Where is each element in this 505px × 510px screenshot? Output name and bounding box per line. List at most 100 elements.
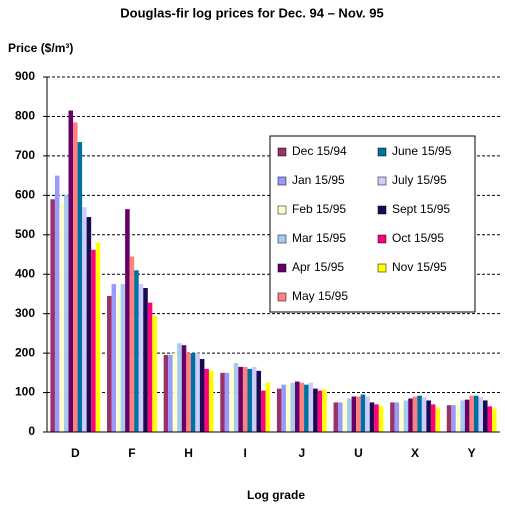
x-tick-label: H: [184, 446, 193, 460]
bar: [204, 368, 209, 432]
bar: [460, 400, 465, 432]
bar: [365, 396, 370, 432]
legend: [269, 135, 476, 313]
bar: [247, 368, 252, 432]
bar: [426, 400, 431, 432]
bar: [390, 402, 395, 432]
bar: [304, 384, 309, 432]
bar: [313, 388, 318, 432]
bar: [224, 372, 230, 432]
legend-swatch: [377, 205, 387, 215]
bar: [107, 295, 112, 432]
bar: [261, 390, 266, 432]
bar: [238, 366, 243, 432]
y-tick-label: 100: [15, 385, 35, 399]
bar: [190, 353, 196, 432]
bar: [233, 362, 239, 432]
bar: [68, 110, 74, 433]
x-axis-label: Log grade: [247, 488, 305, 502]
bar: [394, 402, 400, 432]
y-tick-label: 700: [15, 148, 35, 162]
bar: [455, 404, 461, 432]
y-tick-label: 0: [28, 424, 35, 438]
x-tick-label: X: [411, 446, 419, 460]
bar: [317, 390, 323, 432]
legend-swatch: [277, 176, 287, 186]
bar: [59, 203, 64, 432]
bar: [199, 359, 205, 432]
y-tick-label: 900: [15, 69, 35, 83]
bar: [322, 389, 327, 432]
bar: [451, 405, 456, 432]
legend-swatch: [377, 234, 387, 244]
legend-swatch: [277, 263, 287, 273]
bar: [369, 402, 375, 432]
bar: [265, 382, 271, 432]
bar: [111, 284, 117, 432]
bar: [120, 284, 126, 432]
bar: [95, 242, 101, 432]
legend-swatch: [277, 147, 287, 157]
legend-label: Dec 15/94: [292, 144, 347, 158]
x-tick-label: I: [244, 446, 247, 460]
bar: [360, 394, 366, 432]
bar: [492, 408, 497, 432]
bar: [430, 404, 436, 432]
bar: [421, 397, 427, 432]
bar: [403, 400, 409, 432]
bar: [91, 249, 96, 432]
bar: [446, 405, 452, 432]
bar: [82, 207, 87, 432]
legend-label: June 15/95: [392, 144, 452, 158]
bar: [152, 315, 157, 432]
bar: [251, 366, 257, 432]
legend-label: May 15/95: [292, 289, 348, 303]
legend-label: Jan 15/95: [292, 173, 345, 187]
legend-label: July 15/95: [392, 173, 447, 187]
bar: [186, 353, 191, 432]
bar: [469, 395, 474, 432]
bar: [333, 402, 339, 432]
bar: [285, 384, 291, 432]
legend-label: Feb 15/95: [292, 202, 346, 216]
x-tick-label: U: [354, 446, 363, 460]
legend-swatch: [277, 205, 287, 215]
bar: [374, 404, 379, 432]
y-tick-label: 800: [15, 109, 35, 123]
bar: [195, 353, 200, 432]
bar: [417, 395, 422, 432]
bar: [256, 370, 262, 432]
x-tick-label: F: [128, 446, 135, 460]
bar: [473, 395, 479, 432]
bar: [181, 345, 187, 432]
x-tick-label: Y: [468, 446, 476, 460]
legend-swatch: [377, 263, 387, 273]
bar: [351, 396, 357, 432]
bar: [168, 355, 173, 432]
legend-swatch: [377, 176, 387, 186]
y-tick-label: 600: [15, 188, 35, 202]
legend-swatch: [277, 292, 287, 302]
chart-title: Douglas-fir log prices for Dec. 94 – Nov…: [120, 5, 383, 20]
bar: [163, 355, 169, 432]
bar: [129, 256, 135, 432]
bar: [242, 366, 248, 432]
y-tick-label: 500: [15, 227, 35, 241]
legend-label: Mar 15/95: [292, 231, 346, 245]
bar: [220, 372, 225, 432]
legend-label: Sept 15/95: [392, 202, 450, 216]
bar: [50, 199, 55, 432]
bar: [73, 122, 78, 432]
bar: [412, 396, 418, 432]
bar: [378, 406, 384, 432]
bar: [77, 142, 83, 433]
y-axis-label: Price ($/m³): [8, 41, 73, 55]
bar: [54, 175, 60, 432]
bar: [408, 398, 413, 432]
y-tick-label: 300: [15, 306, 35, 320]
legend-label: Oct 15/95: [392, 231, 444, 245]
bar: [464, 399, 470, 432]
legend-swatch: [277, 234, 287, 244]
bar: [134, 270, 139, 432]
